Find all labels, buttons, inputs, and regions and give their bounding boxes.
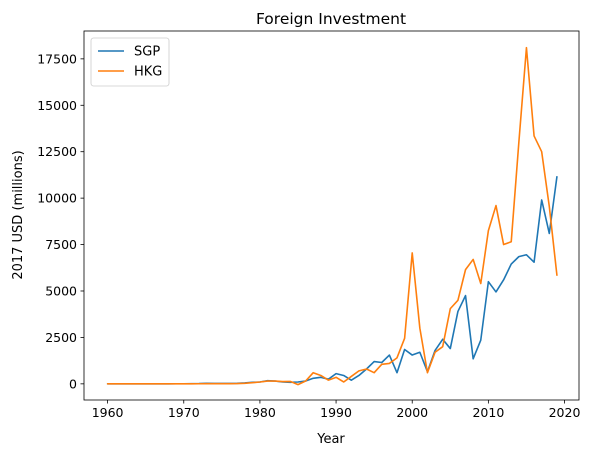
chart-title: Foreign Investment bbox=[256, 10, 406, 28]
y-tick-label: 17500 bbox=[37, 51, 77, 66]
y-tick-label: 7500 bbox=[45, 237, 77, 252]
y-tick-label: 2500 bbox=[45, 330, 77, 345]
y-axis-title: 2017 USD (millions) bbox=[11, 150, 26, 279]
x-tick-label: 1970 bbox=[168, 405, 200, 420]
x-tick-label: 1960 bbox=[92, 405, 124, 420]
legend-box bbox=[90, 37, 170, 87]
y-tick-label: 10000 bbox=[37, 191, 77, 206]
legend: SGP HKG bbox=[90, 37, 170, 87]
plot-frame bbox=[83, 30, 580, 401]
y-tick-label: 12500 bbox=[37, 144, 77, 159]
y-tick-label: 15000 bbox=[37, 98, 77, 113]
plot-area: 1960 1970 1980 1990 2000 2010 2020 0 2500 5000 750… bbox=[37, 46, 581, 420]
x-tick-label: 1980 bbox=[244, 405, 276, 420]
legend-label-hkg: HKG bbox=[134, 65, 162, 80]
x-tick-label: 2010 bbox=[472, 405, 504, 420]
y-tick-label: 5000 bbox=[45, 283, 77, 298]
series-line-hkg bbox=[106, 46, 558, 386]
x-tick-label: 1990 bbox=[320, 405, 352, 420]
legend-label-sgp: SGP bbox=[134, 45, 160, 60]
x-axis-title: Year bbox=[316, 432, 345, 447]
x-tick-label: 2000 bbox=[396, 405, 428, 420]
y-tick-label: 0 bbox=[69, 376, 77, 391]
x-tick-label: 2020 bbox=[549, 405, 581, 420]
